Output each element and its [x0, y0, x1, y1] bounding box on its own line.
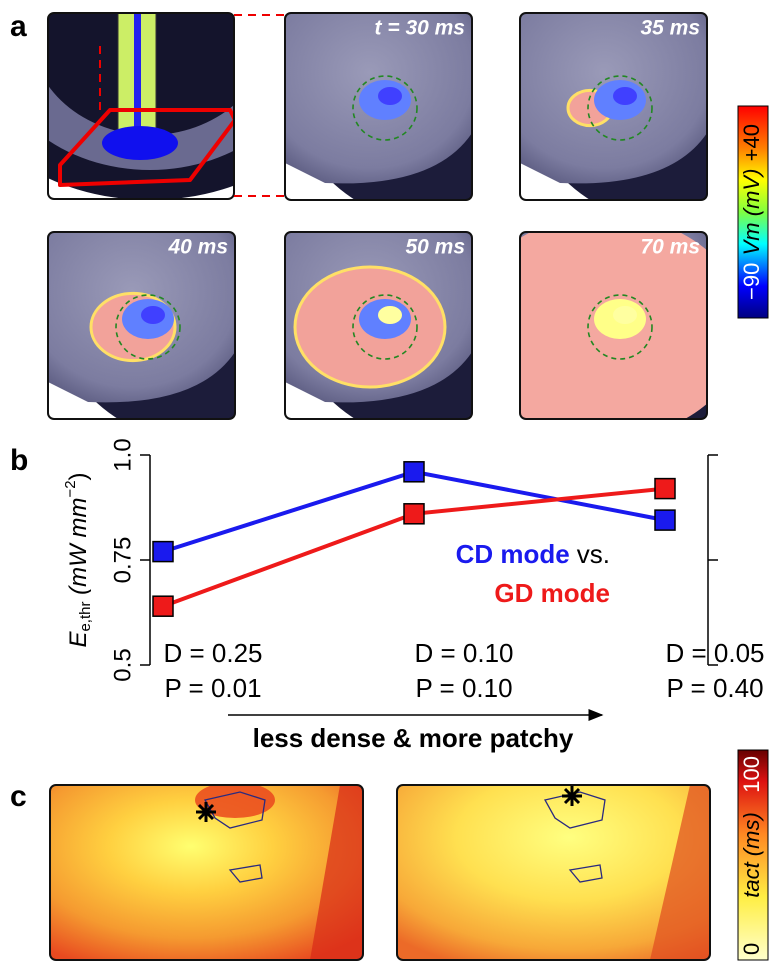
- point: [655, 510, 675, 530]
- panel-label: c: [10, 780, 27, 813]
- vm-frame: 35 ms: [520, 0, 773, 223]
- colorbar-title: tact (ms): [739, 812, 764, 898]
- y-label-part: E: [65, 631, 92, 648]
- time-label: 35 ms: [640, 17, 700, 40]
- time-label: 70 ms: [640, 236, 700, 259]
- patch-core: [613, 87, 637, 105]
- figure: a b c t = 30 ms 35 ms 40 ms 50 ms 70 ms −90 …: [0, 0, 773, 965]
- point: [404, 462, 424, 482]
- y-tick-label: 1.0: [109, 438, 136, 471]
- x-tick-sublabel: P = 0.01: [164, 673, 261, 703]
- panel-label: b: [10, 444, 28, 477]
- colorbar-min: 0: [739, 943, 764, 955]
- point: [655, 479, 675, 499]
- y-label-part: ): [65, 472, 92, 480]
- colorbar-title: Vm (mV): [739, 169, 764, 256]
- patch-core: [378, 306, 402, 324]
- patch-core: [378, 87, 402, 105]
- legend-joiner: vs.: [577, 539, 610, 569]
- x-tick-sublabel: P = 0.10: [415, 673, 512, 703]
- patch-core: [613, 306, 637, 324]
- vm-colorbar: −90 Vm (mV) +40: [738, 106, 768, 318]
- time-label: 40 ms: [167, 236, 228, 259]
- y-label-part: (mW mm: [65, 498, 92, 602]
- x-tick-label: D = 0.05: [665, 638, 764, 668]
- time-label: 50 ms: [405, 236, 465, 259]
- legend-entry: CD mode: [456, 539, 570, 569]
- y-tick-label: 0.75: [109, 537, 136, 584]
- y-label-part: −2: [62, 480, 79, 497]
- panel-label: a: [10, 10, 27, 43]
- legend-entry: GD mode: [494, 578, 610, 608]
- time-label: t = 30 ms: [375, 17, 465, 40]
- colorbar-max: +40: [739, 124, 764, 161]
- y-label-part: e,thr: [77, 602, 94, 632]
- y-tick-label: 0.5: [109, 648, 136, 681]
- x-tick-label: D = 0.10: [414, 638, 513, 668]
- x-tick-label: D = 0.25: [163, 638, 262, 668]
- point: [404, 504, 424, 524]
- colorbar-min: −90: [739, 263, 764, 300]
- patch-core: [141, 306, 165, 324]
- colorbar-max: 100: [739, 756, 764, 793]
- arrow-caption: less dense & more patchy: [253, 723, 574, 753]
- point: [153, 542, 173, 562]
- tact-colorbar: 0 tact (ms) 100: [738, 750, 768, 960]
- x-tick-sublabel: P = 0.40: [666, 673, 763, 703]
- activation-maps: [50, 782, 710, 960]
- y-axis-label: Ee,thr (mW mm−2): [62, 472, 94, 647]
- point: [153, 596, 173, 616]
